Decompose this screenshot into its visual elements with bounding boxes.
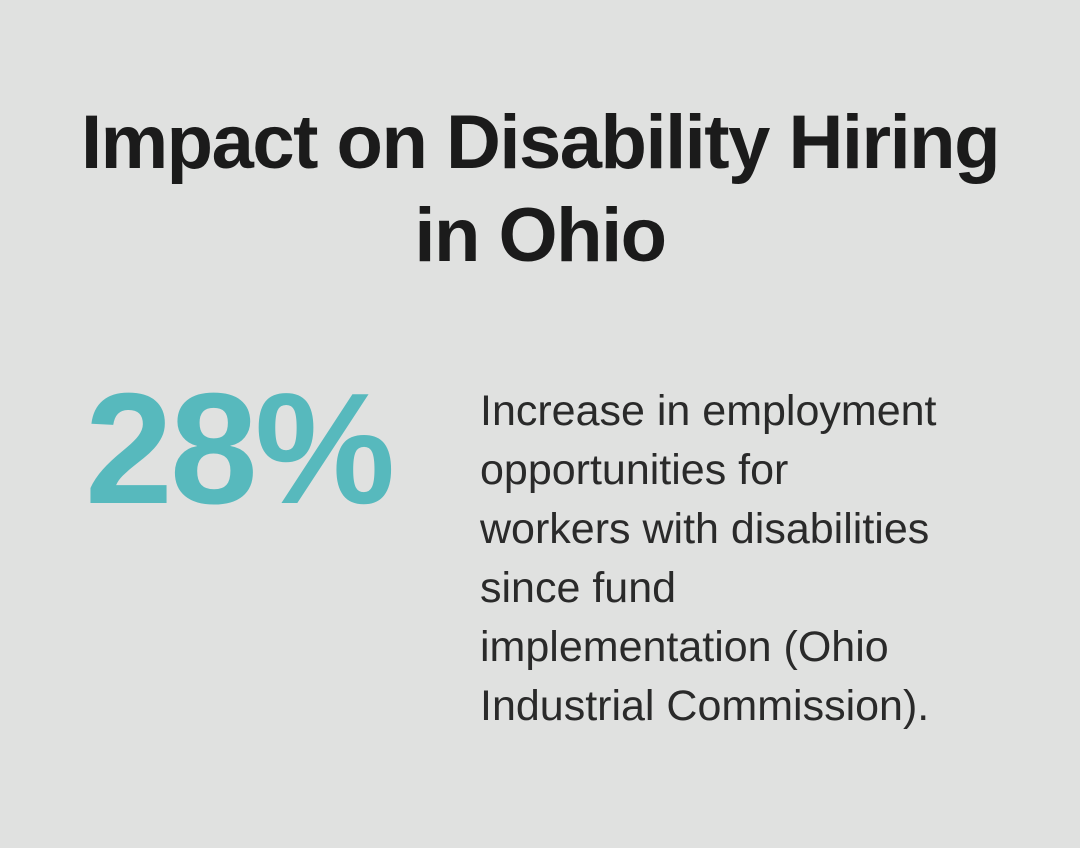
stat-description-line: Increase in employment (480, 387, 937, 435)
stat-description: Increase in employment opportunities for… (480, 382, 1020, 736)
page-title-line-1: Impact on Disability Hiring (80, 100, 1001, 185)
stat-description-line: Industrial Commission). (480, 682, 930, 730)
stat-description-line: workers with disabilities (480, 505, 930, 553)
stat-description-line: opportunities for (480, 446, 789, 494)
stat-row: 28% Increase in employment opportunities… (0, 370, 1080, 736)
stat-description-line: implementation (Ohio (480, 623, 889, 671)
page-title-line-2: in Ohio (414, 193, 667, 278)
stat-value: 28% (85, 361, 395, 537)
page-title: Impact on Disability Hiring in Ohio (0, 0, 1080, 282)
stat-description-line: since fund (480, 564, 677, 612)
